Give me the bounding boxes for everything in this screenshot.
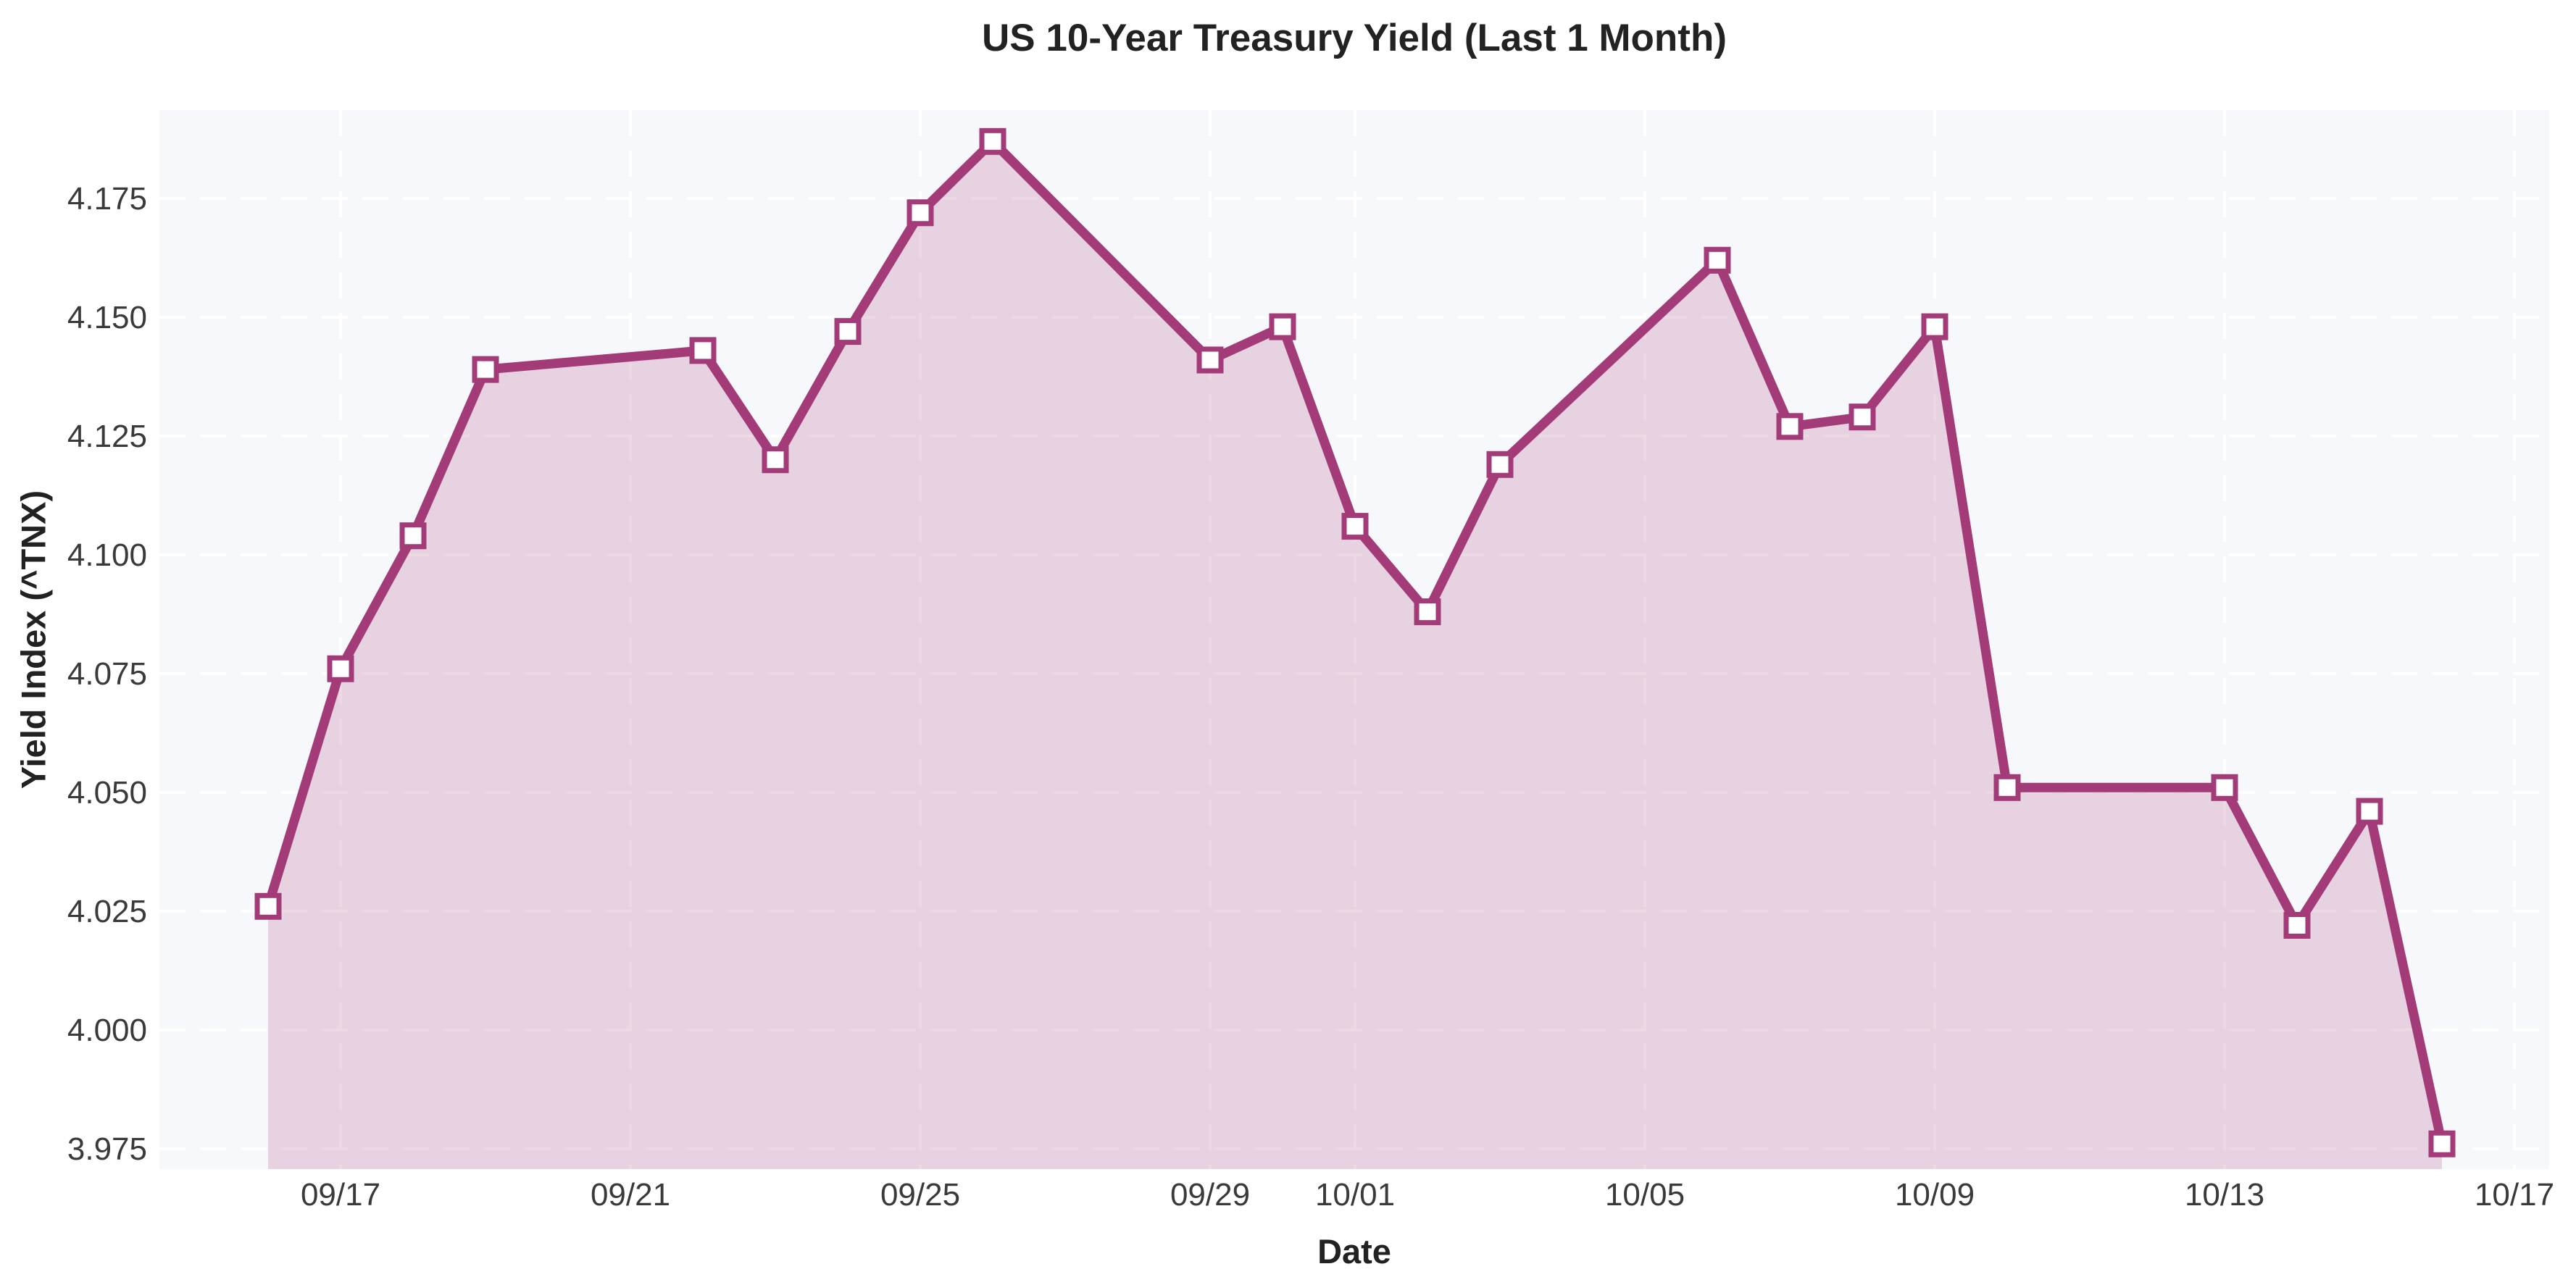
data-point-marker xyxy=(2428,1130,2456,1157)
x-tick-label: 10/09 xyxy=(1895,1177,1975,1213)
data-point-marker xyxy=(1993,774,2021,801)
y-tick-label: 4.175 xyxy=(67,181,147,217)
data-point-marker xyxy=(689,337,717,364)
data-point-marker xyxy=(2283,912,2311,939)
x-tick-label: 09/17 xyxy=(301,1177,380,1213)
data-point-marker xyxy=(327,655,354,682)
data-point-marker xyxy=(399,522,427,550)
data-point-marker xyxy=(1414,598,1441,626)
data-point-marker xyxy=(2356,797,2383,825)
x-tick-label: 09/29 xyxy=(1170,1177,1250,1213)
data-point-marker xyxy=(906,199,934,227)
data-point-marker xyxy=(1921,313,1948,340)
x-tick-label: 10/13 xyxy=(2185,1177,2264,1213)
y-tick-label: 4.075 xyxy=(67,656,147,692)
x-tick-label: 09/21 xyxy=(591,1177,670,1213)
x-tick-label: 09/25 xyxy=(880,1177,960,1213)
data-point-marker xyxy=(2211,774,2238,801)
data-point-marker xyxy=(979,127,1006,155)
chart-title: US 10-Year Treasury Yield (Last 1 Month) xyxy=(982,17,1727,59)
data-point-marker xyxy=(1848,403,1876,431)
data-point-marker xyxy=(472,356,499,383)
data-point-marker xyxy=(1341,513,1369,540)
data-point-marker xyxy=(1196,346,1224,374)
y-tick-label: 4.100 xyxy=(67,537,147,573)
x-axis-title: Date xyxy=(1317,1232,1391,1270)
data-point-marker xyxy=(1704,246,1731,274)
x-tick-label: 10/17 xyxy=(2475,1177,2554,1213)
data-point-marker xyxy=(1486,451,1514,478)
data-point-marker xyxy=(254,892,282,920)
x-tick-label: 10/01 xyxy=(1315,1177,1395,1213)
y-tick-label: 3.975 xyxy=(67,1131,147,1167)
y-tick-label: 4.150 xyxy=(67,300,147,335)
data-point-marker xyxy=(1776,413,1804,440)
data-point-marker xyxy=(762,446,789,474)
y-tick-label: 4.050 xyxy=(67,775,147,811)
y-axis-title: Yield Index (^TNX) xyxy=(14,490,53,790)
data-point-marker xyxy=(834,318,862,346)
x-tick-label: 10/05 xyxy=(1605,1177,1685,1213)
data-point-marker xyxy=(1269,313,1296,340)
y-tick-label: 4.125 xyxy=(67,419,147,454)
y-tick-label: 4.000 xyxy=(67,1013,147,1048)
y-tick-label: 4.025 xyxy=(67,894,147,929)
